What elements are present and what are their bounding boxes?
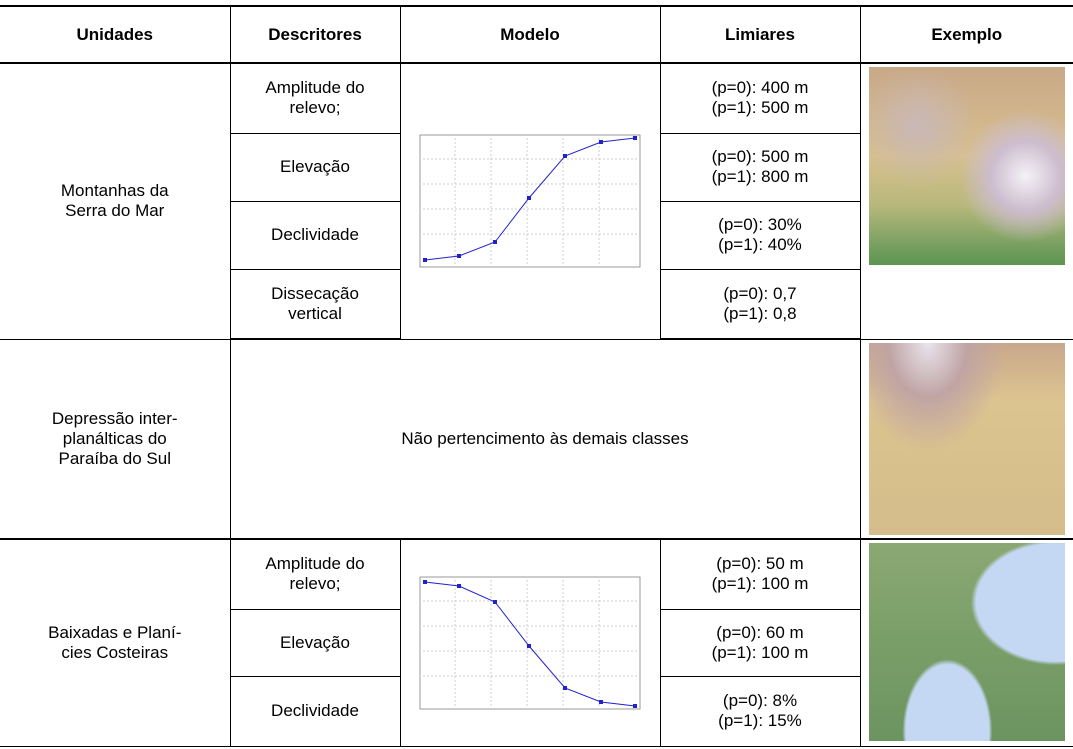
text-line: (p=0): 0,7 <box>723 284 796 303</box>
text-line: (p=1): 800 m <box>712 167 809 186</box>
text-line: cies Costeiras <box>61 643 168 662</box>
text-line: (p=1): 0,8 <box>723 304 796 323</box>
threshold: (p=0): 60 m(p=1): 100 m <box>660 609 860 676</box>
text-line: (p=0): 500 m <box>712 147 809 166</box>
text-line: Elevação <box>280 633 350 652</box>
model <box>400 63 660 339</box>
threshold: (p=0): 30%(p=1): 40% <box>660 201 860 269</box>
example <box>860 539 1073 746</box>
text-line: (p=1): 100 m <box>712 643 809 662</box>
text-line: (p=0): 60 m <box>716 623 803 642</box>
text-line: (p=1): 15% <box>718 711 802 730</box>
unit: Baixadas e Planí-cies Costeiras <box>0 539 230 746</box>
descriptor: Elevação <box>230 609 400 676</box>
header-row: Unidades Descritores Modelo Limiares Exe… <box>0 6 1073 63</box>
text-line: (p=1): 100 m <box>712 574 809 593</box>
descriptor: Declividade <box>230 676 400 746</box>
threshold: (p=0): 400 m(p=1): 500 m <box>660 63 860 133</box>
terrain-image <box>869 67 1065 265</box>
text-line: Depressão inter- <box>52 409 178 428</box>
text-line: (p=1): 500 m <box>712 98 809 117</box>
text-line: Amplitude do <box>265 554 364 573</box>
text-line: (p=0): 8% <box>723 691 797 710</box>
model-curve <box>419 134 641 268</box>
units-table: Unidades Descritores Modelo Limiares Exe… <box>0 5 1073 747</box>
model-curve <box>419 576 641 710</box>
text-line: Declividade <box>271 225 359 244</box>
text-line: Elevação <box>280 157 350 176</box>
text-line: Montanhas da <box>61 181 169 200</box>
threshold: (p=0): 50 m(p=1): 100 m <box>660 539 860 609</box>
threshold: (p=0): 0,7(p=1): 0,8 <box>660 269 860 339</box>
threshold: (p=0): 500 m(p=1): 800 m <box>660 133 860 201</box>
text-line: relevo; <box>289 98 340 117</box>
header: Exemplo <box>860 6 1073 63</box>
text-line: Serra do Mar <box>65 201 164 220</box>
text-line: (p=1): 40% <box>718 235 802 254</box>
text-line: vertical <box>288 304 342 323</box>
model <box>400 539 660 746</box>
text-line: Paraíba do Sul <box>59 449 171 468</box>
header: Limiares <box>660 6 860 63</box>
example <box>860 63 1073 339</box>
text-line: (p=0): 50 m <box>716 554 803 573</box>
text-line: Declividade <box>271 701 359 720</box>
text-line: relevo; <box>289 574 340 593</box>
text-line: Amplitude do <box>265 78 364 97</box>
text-line: (p=0): 400 m <box>712 78 809 97</box>
terrain-image <box>869 543 1065 741</box>
header: Descritores <box>230 6 400 63</box>
text-line: (p=0): 30% <box>718 215 802 234</box>
descriptor: Declividade <box>230 201 400 269</box>
page: Unidades Descritores Modelo Limiares Exe… <box>0 0 1073 749</box>
terrain-image <box>869 343 1065 535</box>
text-line: Baixadas e Planí- <box>48 623 181 642</box>
text-line: Dissecação <box>271 284 359 303</box>
threshold: (p=0): 8%(p=1): 15% <box>660 676 860 746</box>
text-line: planálticas do <box>63 429 167 448</box>
example <box>860 339 1073 539</box>
note: Não pertencimento às demais classes <box>230 339 860 539</box>
header: Unidades <box>0 6 230 63</box>
header: Modelo <box>400 6 660 63</box>
descriptor: Elevação <box>230 133 400 201</box>
